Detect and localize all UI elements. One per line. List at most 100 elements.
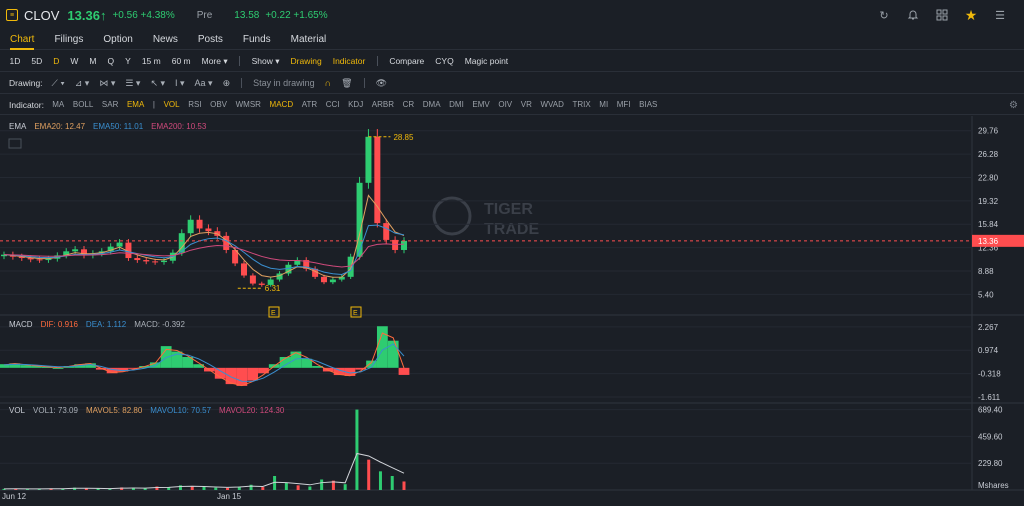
candle-body (258, 283, 265, 285)
macd-bar (301, 358, 313, 368)
channel-tool-icon[interactable]: ⊿ ▾ (74, 77, 90, 88)
candle-body (232, 249, 239, 264)
chart-canvas[interactable]: TIGER TRADE 29.76 26.28 22.80 19.32 15.84 12.36… (0, 116, 1024, 506)
indicator-emv[interactable]: EMV (472, 100, 490, 109)
period-15m[interactable]: 15 m (141, 56, 161, 66)
indicator-toggle[interactable]: Indicator (332, 56, 366, 66)
text-tool[interactable]: Aa ▾ (194, 77, 213, 88)
gear-icon[interactable]: ⚙ (1009, 100, 1018, 111)
volume-bar (96, 488, 100, 490)
candle-body (63, 251, 70, 256)
mavol20-value: MAVOL20: 124.30 (219, 406, 285, 415)
premarket-change: +0.22 +1.65% (265, 9, 328, 21)
period-more[interactable]: More ▾ (201, 55, 228, 66)
dea-line (3, 343, 405, 382)
period-1d[interactable]: 1D (9, 56, 21, 66)
premarket-label: Pre (196, 9, 213, 21)
macd-bar (128, 367, 140, 369)
indicator-cci[interactable]: CCI (325, 100, 340, 109)
star-icon[interactable]: ★ (964, 6, 978, 23)
watermark-line1: TIGER (484, 201, 533, 218)
indicator-kdj[interactable]: KDJ (348, 100, 364, 109)
indicator-vol[interactable]: VOL (163, 100, 180, 109)
period-y[interactable]: Y (125, 56, 131, 66)
date-tick-label: Jan 15 (217, 492, 242, 501)
fibonacci-tool-icon[interactable]: ☰ ▾ (125, 77, 141, 88)
bell-icon[interactable] (905, 7, 921, 23)
cyq-button[interactable]: CYQ (435, 56, 454, 66)
indicator-cr[interactable]: CR (402, 100, 415, 109)
magnet-icon[interactable]: ∩ (324, 78, 332, 88)
macd-bar (279, 356, 291, 368)
period-w[interactable]: W (70, 56, 79, 66)
mavol5-value: MAVOL5: 82.80 (85, 406, 143, 415)
indicator-arbr[interactable]: ARBR (371, 100, 395, 109)
volume-bar (367, 459, 371, 490)
indicator-ma[interactable]: MA (52, 100, 65, 109)
trash-icon[interactable]: 🗑 (341, 77, 353, 88)
tab-posts[interactable]: Posts (197, 33, 223, 45)
indicator-boll[interactable]: BOLL (72, 100, 94, 109)
indicator-dma[interactable]: DMA (422, 100, 441, 109)
indicator-wmsr[interactable]: WMSR (235, 100, 261, 109)
drawing-toggle[interactable]: Drawing (290, 56, 322, 66)
tab-news[interactable]: News (152, 33, 178, 45)
volume-bar (226, 487, 230, 490)
candle-body (187, 219, 194, 234)
arrow-tool-icon[interactable]: ↖ ▾ (150, 77, 165, 88)
macd-bar (333, 367, 345, 376)
grid-icon[interactable] (934, 7, 950, 23)
trendline-tool-icon[interactable]: ⟋ ▾ (51, 77, 65, 88)
tab-material[interactable]: Material (290, 33, 327, 45)
period-d[interactable]: D (53, 56, 60, 66)
macd-bar (182, 356, 194, 368)
magic-point-button[interactable]: Magic point (464, 56, 509, 66)
indicator-atr[interactable]: ATR (301, 100, 318, 109)
indicator-mi[interactable]: MI (599, 100, 609, 109)
menu-icon[interactable]: ≡ (6, 9, 18, 21)
tab-funds[interactable]: Funds (242, 33, 271, 45)
indicator-sar[interactable]: SAR (101, 100, 119, 109)
indicator-obv[interactable]: OBV (210, 100, 228, 109)
indicator-wvad[interactable]: WVAD (540, 100, 564, 109)
earnings-marker-label: E (353, 310, 358, 317)
vol-legend-name: VOL (9, 406, 26, 415)
period-q[interactable]: Q (107, 56, 115, 66)
tab-chart[interactable]: Chart (0, 30, 44, 50)
indicator-rsi[interactable]: RSI (188, 100, 202, 109)
high-label: 28.85 (393, 133, 414, 142)
indicator-dmi[interactable]: DMI (449, 100, 464, 109)
pattern-tool-icon[interactable]: ⋈ ▾ (99, 77, 116, 88)
period-5d[interactable]: 5D (31, 56, 43, 66)
compare-button[interactable]: Compare (389, 56, 425, 66)
measure-tool-icon[interactable]: I ▾ (175, 77, 185, 88)
period-m[interactable]: M (89, 56, 97, 66)
candle-body (312, 268, 319, 277)
more-menu-icon[interactable]: ☰ (995, 9, 1005, 22)
indicator-ema[interactable]: EMA (126, 100, 145, 109)
volume-bar (308, 486, 312, 490)
indicator-bar: Indicator: MA BOLL SAR EMA | VOL RSI OBV WMSR MAC… (0, 95, 1024, 115)
tab-option[interactable]: Option (103, 33, 133, 45)
eye-icon[interactable]: 👁 (375, 77, 388, 88)
indicator-mfi[interactable]: MFI (616, 100, 631, 109)
indicator-macd[interactable]: MACD (269, 100, 294, 109)
period-60m[interactable]: 60 m (171, 56, 191, 66)
vol-tick-label: 689.40 (978, 406, 1003, 415)
stay-in-drawing-toggle[interactable]: Stay in drawing (253, 78, 315, 88)
volume-bar (178, 485, 182, 490)
volume-bar (214, 487, 218, 490)
refresh-icon[interactable]: ↻ (879, 9, 889, 22)
indicator-bias[interactable]: BIAS (639, 100, 658, 109)
show-dropdown[interactable]: Show ▾ (251, 55, 280, 66)
indicator-vr[interactable]: VR (520, 100, 532, 109)
candle-body (72, 249, 79, 252)
macd-bar (355, 367, 367, 370)
volume-bar (320, 479, 324, 490)
indicator-oiv[interactable]: OIV (498, 100, 513, 109)
tab-filings[interactable]: Filings (54, 33, 84, 45)
candle-body (196, 219, 203, 229)
macd-bar (214, 367, 226, 379)
indicator-trix[interactable]: TRIX (572, 100, 591, 109)
zoom-icon[interactable]: ⊕ (222, 77, 231, 88)
